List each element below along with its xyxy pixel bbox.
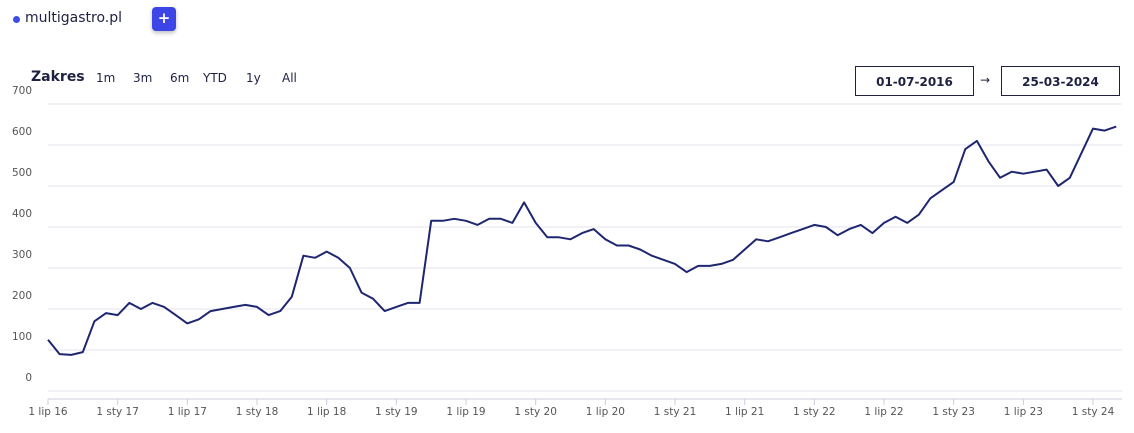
y-tick-label: 0 xyxy=(25,372,32,384)
range-button[interactable]: 6m xyxy=(170,71,190,85)
y-tick-label: 600 xyxy=(12,126,32,138)
range-button[interactable]: 1y xyxy=(246,71,261,85)
x-tick-label: 1 sty 17 xyxy=(96,406,139,418)
x-tick-label: 1 lip 19 xyxy=(446,406,485,418)
x-tick-label: 1 lip 20 xyxy=(586,406,625,418)
range-button[interactable]: All xyxy=(282,71,297,85)
x-tick-label: 1 sty 21 xyxy=(654,406,697,418)
y-tick-label: 400 xyxy=(12,208,32,220)
site-name: multigastro.pl xyxy=(25,10,123,26)
range-button[interactable]: 1m xyxy=(96,71,116,85)
x-tick-label: 1 lip 16 xyxy=(28,406,68,418)
range-button[interactable]: 3m xyxy=(133,71,153,85)
y-tick-label: 500 xyxy=(12,167,32,179)
x-tick-label: 1 lip 21 xyxy=(725,406,764,418)
range-label: Zakres xyxy=(31,69,85,85)
date-separator: → xyxy=(980,73,991,87)
y-tick-label: 300 xyxy=(12,249,32,261)
x-tick-label: 1 sty 19 xyxy=(375,406,418,418)
x-tick-label: 1 lip 23 xyxy=(1004,406,1043,418)
date-to[interactable]: 25-03-2024 xyxy=(1001,66,1120,96)
y-tick-label: 200 xyxy=(12,290,32,302)
add-button[interactable]: + xyxy=(152,7,176,31)
x-tick-label: 1 lip 18 xyxy=(307,406,346,418)
x-tick-label: 1 sty 23 xyxy=(932,406,975,418)
x-tick-label: 1 lip 22 xyxy=(864,406,903,418)
range-button[interactable]: YTD xyxy=(203,71,227,85)
x-tick-label: 1 lip 17 xyxy=(168,406,207,418)
x-tick-label: 1 sty 18 xyxy=(236,406,279,418)
x-tick-label: 1 sty 20 xyxy=(514,406,557,418)
y-tick-label: 700 xyxy=(12,85,32,97)
series-line xyxy=(47,125,1117,356)
site-dot xyxy=(13,16,20,23)
x-tick-label: 1 sty 24 xyxy=(1072,406,1115,418)
y-tick-label: 100 xyxy=(12,331,32,343)
date-from[interactable]: 01-07-2016 xyxy=(855,66,974,96)
x-tick-label: 1 sty 22 xyxy=(793,406,836,418)
